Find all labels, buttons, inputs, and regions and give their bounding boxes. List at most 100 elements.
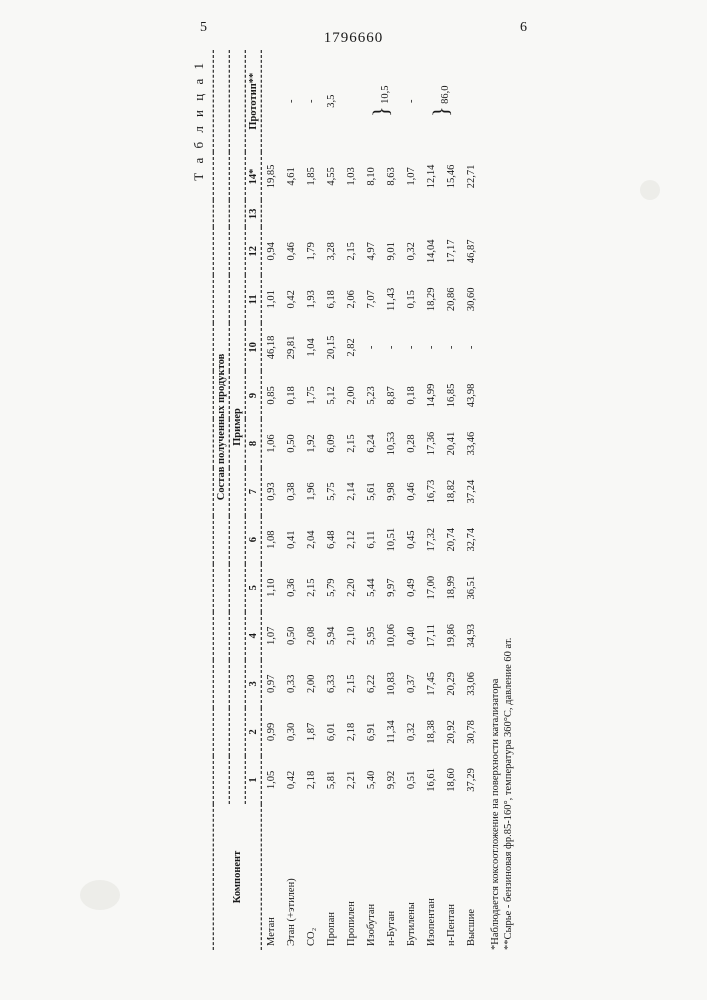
cell-value: 2,00 <box>301 660 321 708</box>
cell-value: 1,96 <box>301 468 321 516</box>
cell-value: - <box>361 323 381 371</box>
cell-value: 33,06 <box>461 660 481 708</box>
cell-value: 0,38 <box>281 468 301 516</box>
col-header-example: 13 <box>245 200 261 227</box>
cell-value: 0,30 <box>281 708 301 756</box>
cell-value: - <box>301 50 321 152</box>
cell-value: 6,91 <box>361 708 381 756</box>
cell-value: 1,79 <box>301 227 321 275</box>
cell-value <box>421 200 441 227</box>
cell-value: 18,29 <box>421 275 441 323</box>
cell-value: 2,20 <box>341 564 361 612</box>
cell-value: 9,98 <box>381 468 401 516</box>
cell-value: 2,82 <box>341 323 361 371</box>
cell-value: 2,00 <box>341 371 361 419</box>
cell-value: 1,92 <box>301 420 321 468</box>
cell-value: 4,97 <box>361 227 381 275</box>
products-table: Компонент Состав полученных продуктов Пр… <box>213 50 482 950</box>
cell-value: 16,61 <box>421 756 441 804</box>
table-row: Изобутан5,406,916,225,955,446,115,616,24… <box>361 50 381 950</box>
cell-value: 29,81 <box>281 323 301 371</box>
cell-value: 10,51 <box>381 516 401 564</box>
rotated-table-container: Т а б л и ц а 1 Компонент Состав получен… <box>191 50 516 950</box>
row-label: Бутилены <box>401 804 421 950</box>
cell-value: 22,71 <box>461 152 481 200</box>
table-caption: Т а б л и ц а 1 <box>191 50 207 950</box>
row-label: Пропилен <box>341 804 361 950</box>
col-header-example: 3 <box>245 660 261 708</box>
cell-value <box>381 200 401 227</box>
cell-value: 46,87 <box>461 227 481 275</box>
row-label: Этан (+этилен) <box>281 804 301 950</box>
table-row: н-Пентан18,6020,9220,2919,8618,9920,7418… <box>441 50 461 950</box>
cell-value: 16,73 <box>421 468 441 516</box>
cell-value: 6,18 <box>321 275 341 323</box>
cell-value: 20,15 <box>321 323 341 371</box>
cell-value: 12,14 <box>421 152 441 200</box>
cell-value: 1,04 <box>301 323 321 371</box>
cell-value: 6,11 <box>361 516 381 564</box>
cell-value: 0,49 <box>401 564 421 612</box>
cell-value: 32,74 <box>461 516 481 564</box>
cell-value <box>461 200 481 227</box>
cell-value: 4,61 <box>281 152 301 200</box>
cell-value: 11,34 <box>381 708 401 756</box>
cell-value: 1,06 <box>261 420 281 468</box>
col-header-example: 7 <box>245 468 261 516</box>
cell-value: 2,14 <box>341 468 361 516</box>
cell-value: 18,82 <box>441 468 461 516</box>
cell-value <box>341 200 361 227</box>
cell-value: 0,46 <box>401 468 421 516</box>
cell-value: - <box>461 323 481 371</box>
cell-value: 1,85 <box>301 152 321 200</box>
table-super-header: Состав полученных продуктов <box>213 50 229 804</box>
cell-value <box>261 200 281 227</box>
cell-value: 0,18 <box>281 371 301 419</box>
col-header-example: Прототип** <box>245 50 261 152</box>
col-header-example: 4 <box>245 612 261 660</box>
cell-value: 0,51 <box>401 756 421 804</box>
cell-value: 1,05 <box>261 756 281 804</box>
cell-value: 11,43 <box>381 275 401 323</box>
cell-value <box>341 50 361 152</box>
cell-value: 0,36 <box>281 564 301 612</box>
col-header-example: 14* <box>245 152 261 200</box>
cell-value: 0,33 <box>281 660 301 708</box>
cell-value: 0,41 <box>281 516 301 564</box>
cell-value: 36,51 <box>461 564 481 612</box>
cell-value: 18,99 <box>441 564 461 612</box>
cell-value: 17,32 <box>421 516 441 564</box>
table-row: Пропилен2,212,182,152,102,202,122,142,15… <box>341 50 361 950</box>
cell-value: 0,28 <box>401 420 421 468</box>
page-num-right: 6 <box>520 20 527 36</box>
cell-value: 1,93 <box>301 275 321 323</box>
cell-value: 1,08 <box>261 516 281 564</box>
cell-prototype-brace: } 10,5 <box>361 50 401 152</box>
page-num-left: 5 <box>200 20 207 36</box>
table-row: Высшие37,2930,7833,0634,9336,5132,7437,2… <box>461 50 481 950</box>
table-row: Этан (+этилен)0,420,300,330,500,360,410,… <box>281 50 301 950</box>
cell-value: - <box>281 50 301 152</box>
cell-value: 17,11 <box>421 612 441 660</box>
cell-value: 9,01 <box>381 227 401 275</box>
cell-value: 8,87 <box>381 371 401 419</box>
footnote-1: *Наблюдается коксоотложение на поверхнос… <box>489 50 500 950</box>
col-header-example: 2 <box>245 708 261 756</box>
cell-value: 19,85 <box>261 152 281 200</box>
cell-value: 0,15 <box>401 275 421 323</box>
cell-value <box>401 200 421 227</box>
cell-value: 3,5 <box>321 50 341 152</box>
cell-value: 0,97 <box>261 660 281 708</box>
col-header-example: 6 <box>245 516 261 564</box>
cell-value: 2,18 <box>341 708 361 756</box>
cell-value: 9,92 <box>381 756 401 804</box>
table-row: Пропан5,816,016,335,945,796,485,756,095,… <box>321 50 341 950</box>
cell-value: 0,45 <box>401 516 421 564</box>
cell-value <box>361 200 381 227</box>
cell-value: 2,15 <box>341 660 361 708</box>
row-label: Метан <box>261 804 281 950</box>
cell-value: 5,95 <box>361 612 381 660</box>
table-row: Бутилены0,510,320,370,400,490,450,460,28… <box>401 50 421 950</box>
cell-value: 5,61 <box>361 468 381 516</box>
cell-value: 16,85 <box>441 371 461 419</box>
